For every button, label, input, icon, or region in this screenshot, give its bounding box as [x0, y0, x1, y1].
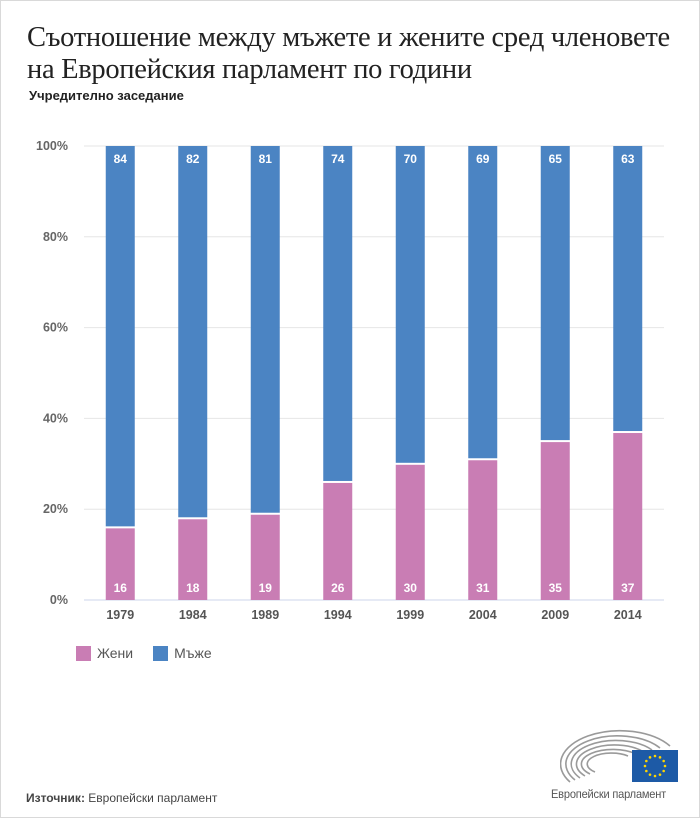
bar-segment[interactable]	[178, 519, 208, 600]
eu-star-icon	[648, 756, 652, 759]
data-label: 74	[331, 152, 345, 166]
data-label: 69	[476, 152, 490, 166]
data-label: 84	[114, 152, 128, 166]
chart-title: Съотношение между мъжете и жените сред ч…	[27, 22, 670, 85]
x-tick-label: 2009	[541, 608, 569, 622]
bar-men[interactable]: 69	[468, 146, 498, 459]
grid-lines	[84, 145, 664, 601]
eu-star-icon	[653, 754, 657, 758]
bar-segment[interactable]	[250, 146, 280, 513]
bar-women[interactable]: 18	[178, 519, 208, 600]
bars: 16 84 18 82 19 81 26 74 30 70 31 69 35 65 37 63	[105, 146, 643, 600]
bar-women[interactable]: 35	[540, 442, 570, 600]
bar-men[interactable]: 81	[250, 146, 280, 513]
x-tick-label: 2014	[614, 608, 642, 622]
bar-segment[interactable]	[468, 460, 498, 600]
legend-item-women[interactable]: Жени	[76, 645, 133, 661]
data-label: 70	[404, 152, 418, 166]
bar-segment[interactable]	[468, 146, 498, 459]
bar-women[interactable]: 30	[395, 464, 425, 600]
bar-segment[interactable]	[395, 464, 425, 600]
data-label: 81	[259, 152, 273, 166]
y-tick-label: 40%	[43, 411, 68, 425]
bar-women[interactable]: 19	[250, 514, 280, 600]
data-label: 19	[259, 581, 273, 595]
eu-star-icon	[658, 756, 662, 759]
legend: Жени Мъже	[76, 645, 212, 661]
x-tick-label: 1979	[106, 608, 134, 622]
legend-swatch-men	[153, 645, 169, 661]
data-label: 26	[331, 581, 345, 595]
bar-women[interactable]: 26	[323, 482, 353, 600]
data-label: 18	[186, 581, 200, 595]
bar-men[interactable]: 84	[105, 146, 135, 527]
eu-star-icon	[658, 773, 662, 776]
bar-segment[interactable]	[105, 146, 135, 527]
x-tick-label: 1989	[251, 608, 279, 622]
legend-item-men[interactable]: Мъже	[153, 645, 212, 661]
data-label: 63	[621, 152, 635, 166]
logo-text: Европейски парламент	[551, 787, 667, 801]
bar-segment[interactable]	[395, 146, 425, 463]
data-label: 30	[404, 581, 418, 595]
legend-label-men: Мъже	[174, 645, 212, 661]
data-label: 16	[114, 581, 128, 595]
x-tick-label: 1994	[324, 608, 352, 622]
chart-plot: 0% 20% 40% 60% 80% 100% 16 84 18 82 19 81 26 74 30 70 3…	[36, 139, 664, 622]
bar-segment[interactable]	[323, 146, 353, 481]
eu-star-icon	[648, 773, 652, 776]
legend-label-women: Жени	[97, 645, 134, 661]
y-axis-ticks: 0% 20% 40% 60% 80% 100%	[36, 139, 68, 607]
bar-women[interactable]: 37	[613, 433, 643, 600]
eu-star-icon	[643, 764, 647, 768]
bar-men[interactable]: 65	[540, 146, 570, 441]
data-label: 37	[621, 581, 635, 595]
bar-men[interactable]: 82	[178, 146, 208, 518]
y-tick-label: 60%	[43, 321, 68, 335]
eu-star-icon	[653, 774, 657, 778]
bar-segment[interactable]	[323, 482, 353, 600]
x-axis-ticks: 1979 1984 1989 1994 1999 2004 2009 2014	[106, 608, 641, 622]
y-tick-label: 0%	[50, 593, 68, 607]
bar-women[interactable]: 16	[105, 528, 135, 600]
bar-men[interactable]: 63	[613, 146, 643, 432]
bar-women[interactable]: 31	[468, 460, 498, 600]
eu-star-icon	[645, 759, 648, 763]
data-label: 65	[549, 152, 563, 166]
y-tick-label: 100%	[36, 139, 68, 153]
bar-segment[interactable]	[250, 514, 280, 600]
x-tick-label: 1984	[179, 608, 207, 622]
data-label: 35	[549, 581, 563, 595]
bar-segment[interactable]	[540, 146, 570, 441]
y-tick-label: 80%	[43, 230, 68, 244]
x-tick-label: 1999	[396, 608, 424, 622]
source-label: Източник:	[26, 791, 85, 805]
chart-subtitle: Учредително заседание	[29, 88, 184, 103]
source-value: Европейски парламент	[88, 791, 218, 805]
bar-men[interactable]: 74	[323, 146, 353, 481]
y-tick-label: 20%	[43, 502, 68, 516]
bar-segment[interactable]	[613, 433, 643, 600]
eu-star-icon	[662, 759, 665, 763]
source-note: Източник: Европейски парламент	[26, 791, 217, 805]
bar-segment[interactable]	[178, 146, 208, 518]
bar-segment[interactable]	[105, 528, 135, 600]
data-label: 31	[476, 581, 490, 595]
eu-star-icon	[663, 764, 667, 768]
european-parliament-logo-icon	[560, 729, 678, 783]
bar-segment[interactable]	[613, 146, 643, 432]
eu-star-icon	[662, 769, 665, 773]
legend-swatch-women	[76, 645, 91, 661]
bar-segment[interactable]	[540, 442, 570, 600]
data-label: 82	[186, 152, 200, 166]
x-tick-label: 2004	[469, 608, 497, 622]
bar-men[interactable]: 70	[395, 146, 425, 463]
eu-star-icon	[645, 769, 648, 773]
